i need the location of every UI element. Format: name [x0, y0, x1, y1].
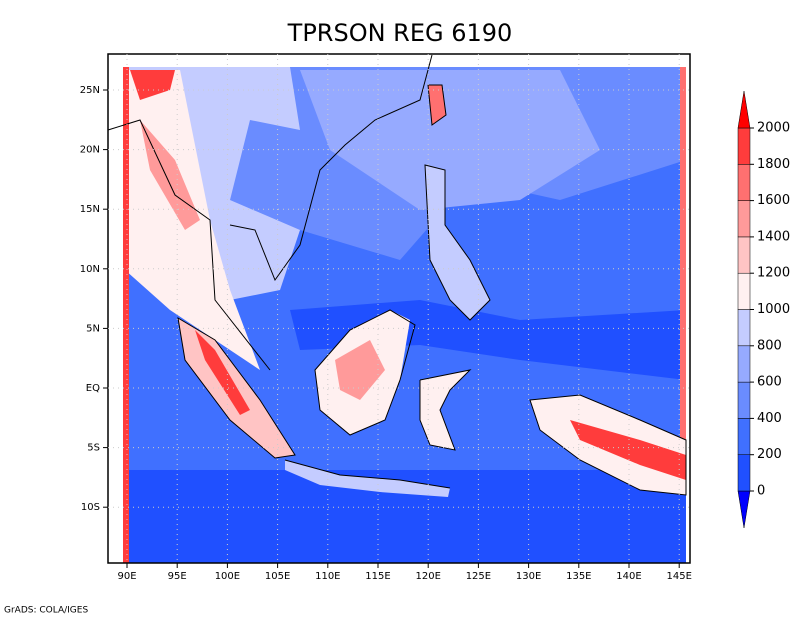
- y-tick-label: 20N: [80, 145, 100, 156]
- y-tick-label: 15N: [80, 204, 100, 215]
- y-tick-label: 5N: [86, 323, 100, 334]
- colorbar-label: 0: [757, 484, 765, 499]
- y-tick-label: 10S: [81, 502, 100, 513]
- colorbar-box: [737, 418, 751, 455]
- colorbar-label: 1200: [757, 266, 790, 281]
- x-tick-label: 130E: [516, 571, 541, 582]
- colorbar-box: [737, 236, 751, 274]
- x-tick-label: 135E: [566, 571, 591, 582]
- colorbar-label: 1800: [757, 157, 790, 172]
- x-tick-label: 140E: [616, 571, 641, 582]
- colorbar-box: [737, 454, 751, 492]
- colorbar-box: [737, 345, 751, 383]
- map-field: [107, 54, 690, 563]
- colorbar-label: 800: [757, 338, 782, 353]
- colorbar-label: 1400: [757, 229, 790, 244]
- colorbar-label: 1600: [757, 193, 790, 208]
- y-tick-label: 5S: [87, 443, 100, 454]
- colorbar-arrow-high: [737, 90, 751, 129]
- y-tick-label: EQ: [86, 383, 100, 394]
- colorbar-box: [737, 164, 751, 201]
- colorbar-box: [737, 309, 751, 347]
- y-tick-label: 10N: [80, 264, 100, 275]
- colorbar-box: [737, 200, 751, 238]
- x-tick-label: 110E: [315, 571, 340, 582]
- colorbar-arrow-low: [737, 490, 751, 529]
- colorbar-box: [737, 127, 751, 165]
- colorbar-label: 400: [757, 411, 782, 426]
- x-tick-label: 125E: [466, 571, 491, 582]
- x-tick-label: 90E: [117, 571, 136, 582]
- x-tick-label: 105E: [265, 571, 290, 582]
- x-tick-label: 100E: [215, 571, 240, 582]
- y-tick-label: 25N: [80, 85, 100, 96]
- x-tick-label: 95E: [168, 571, 187, 582]
- colorbar-box: [737, 272, 751, 310]
- colorbar-label: 2000: [757, 121, 790, 136]
- map-frame: [107, 53, 691, 564]
- footer: GrADS: COLA/IGES: [4, 606, 88, 616]
- colorbar-label: 200: [757, 447, 782, 462]
- colorbar-label: 600: [757, 375, 782, 390]
- x-tick-label: 115E: [365, 571, 390, 582]
- x-tick-label: 120E: [415, 571, 440, 582]
- colorbar-box: [737, 381, 751, 419]
- colorbar-label: 1000: [757, 302, 790, 317]
- title: TPRSON REG 6190: [287, 19, 513, 47]
- x-tick-label: 145E: [666, 571, 691, 582]
